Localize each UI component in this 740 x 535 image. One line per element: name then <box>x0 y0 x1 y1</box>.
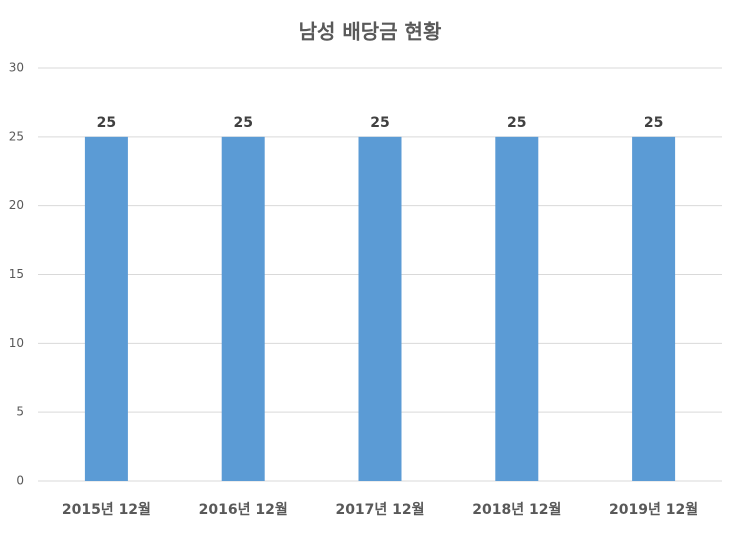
data-label: 25 <box>370 115 389 131</box>
bar <box>221 136 265 482</box>
data-label: 25 <box>233 115 252 131</box>
x-tick-label: 2015년 12월 <box>62 501 151 518</box>
y-tick-label: 0 <box>16 474 24 488</box>
y-tick-label: 15 <box>9 267 24 281</box>
data-label: 25 <box>507 115 526 131</box>
chart-title: 남성 배당금 현황 <box>299 20 442 44</box>
x-tick-label: 2019년 12월 <box>609 501 698 518</box>
y-tick-label: 20 <box>9 198 24 212</box>
x-tick-label: 2018년 12월 <box>472 501 561 518</box>
bar <box>84 136 128 482</box>
y-tick-label: 25 <box>9 129 24 143</box>
data-label: 25 <box>97 115 116 131</box>
x-tick-label: 2017년 12월 <box>335 501 424 518</box>
y-tick-label: 30 <box>9 61 24 75</box>
x-tick-label: 2016년 12월 <box>199 501 288 518</box>
bar <box>358 136 402 482</box>
bar <box>632 136 676 482</box>
data-label: 25 <box>644 115 663 131</box>
y-tick-label: 5 <box>16 405 24 419</box>
bar <box>495 136 539 482</box>
y-tick-label: 10 <box>9 336 24 350</box>
